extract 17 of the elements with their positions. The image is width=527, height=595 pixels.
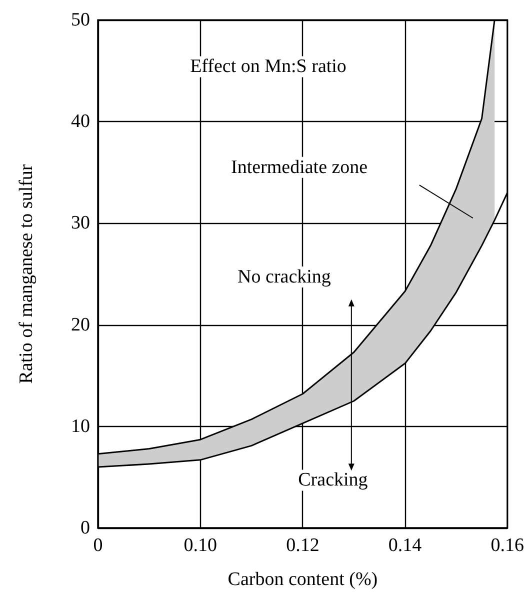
annotation: Effect on Mn:S ratio — [190, 56, 346, 78]
x-tick-label: 0 — [93, 535, 103, 556]
x-axis-title: Carbon content (%) — [228, 569, 378, 590]
y-axis-title: Ratio of manganese to sulfur — [16, 164, 37, 384]
y-tick-label: 40 — [71, 111, 90, 132]
x-tick-label: 0.10 — [184, 535, 217, 556]
annotation: No cracking — [238, 266, 332, 288]
x-tick-label: 0.12 — [286, 535, 320, 556]
y-tick-label: 20 — [71, 314, 90, 336]
x-tick-label: 0.16 — [490, 535, 524, 556]
annotation: Cracking — [298, 470, 368, 491]
y-tick-label: 50 — [71, 10, 90, 30]
y-tick-label: 10 — [71, 416, 90, 437]
annotation: Intermediate zone — [231, 156, 368, 178]
y-tick-label: 30 — [71, 212, 90, 234]
y-tick-label: 0 — [80, 518, 90, 538]
x-tick-label: 0.14 — [388, 535, 422, 556]
